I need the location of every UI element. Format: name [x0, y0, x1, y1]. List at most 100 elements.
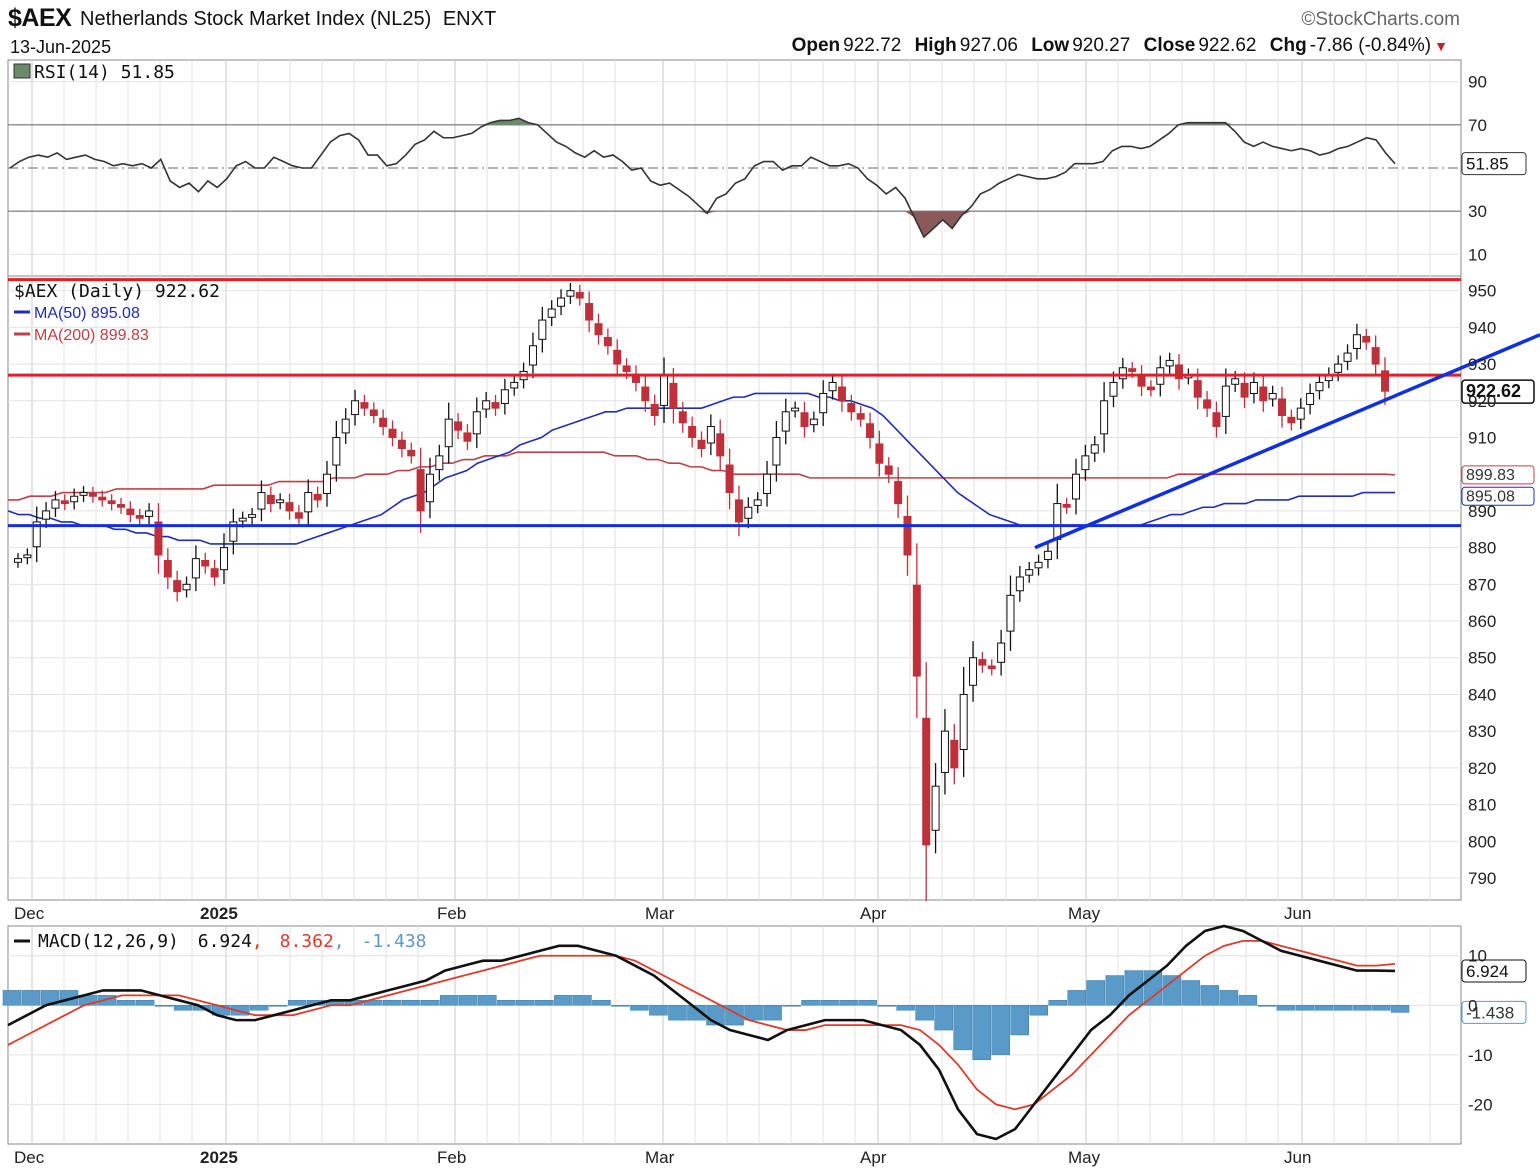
price-tick-label: 790: [1468, 869, 1496, 888]
hist-last-box: [1461, 1000, 1527, 1024]
macd-histogram-bar: [440, 995, 459, 1006]
price-tick-label: 800: [1468, 832, 1496, 851]
candle-down: [1259, 386, 1268, 402]
price-tick-label: 940: [1468, 318, 1496, 337]
price-tick-label: 920: [1468, 392, 1496, 411]
candle-up: [1025, 569, 1034, 576]
macd-last-box: [1461, 959, 1527, 983]
macd-histogram-bar: [687, 1005, 706, 1021]
candle-up: [660, 374, 669, 406]
candle-up: [510, 381, 519, 389]
candle-down: [800, 412, 809, 427]
candle-down: [313, 493, 322, 501]
close-label: Close: [1143, 35, 1196, 56]
macd-histogram-bar: [1181, 980, 1201, 1006]
candle-up: [1306, 392, 1315, 405]
candle-down: [734, 499, 743, 523]
rsi-legend-icon: [13, 63, 31, 79]
low-value: 920.27: [1072, 35, 1131, 56]
candle-up: [70, 495, 79, 503]
candle-down: [950, 739, 959, 769]
candle-up: [191, 558, 200, 579]
trendline: [1034, 333, 1540, 550]
macd-histogram-bar: [858, 1000, 877, 1006]
rsi-legend-text: RSI(14) 51.85: [34, 62, 175, 83]
candle-down: [1137, 374, 1146, 387]
candle-up: [819, 392, 828, 414]
macd-plot: 6.924 -1.438: [2, 924, 1527, 1141]
candle-down: [922, 717, 931, 846]
candle-down: [894, 481, 903, 505]
macd-line: [7, 924, 1396, 1141]
candle-up: [1072, 473, 1081, 500]
candle-up: [14, 558, 22, 563]
candle-down: [107, 500, 116, 505]
candle-up: [997, 642, 1006, 663]
x-tick-label: Dec: [14, 904, 45, 923]
candle-up: [931, 785, 940, 831]
candle-up: [500, 389, 509, 405]
candle-up: [528, 345, 537, 366]
candle-down: [1278, 398, 1287, 416]
price-tick-label: 820: [1468, 759, 1496, 778]
macd-histogram-bar: [1390, 1005, 1410, 1013]
candle-up: [1100, 400, 1109, 435]
macd-tick-label: -10: [1468, 1046, 1493, 1065]
macd-histogram-bar: [478, 995, 497, 1006]
candle-down: [294, 512, 303, 519]
macd-histogram-bar: [154, 1005, 174, 1007]
candle-up: [248, 514, 257, 518]
x-tick-label: 2025: [200, 904, 238, 923]
macd-histogram-bar: [287, 1000, 307, 1006]
macd-histogram-bar: [1219, 990, 1239, 1006]
candle-up: [706, 425, 715, 444]
brand-watermark[interactable]: ©StockCharts.com: [1301, 9, 1460, 30]
macd-histogram-bar: [839, 1000, 858, 1006]
macd-histogram-bar: [801, 1000, 820, 1006]
macd-signal-line: [7, 939, 1396, 1111]
candle-up: [1043, 550, 1052, 561]
macd-histogram-bar: [459, 995, 478, 1006]
ma200-last-box: [1461, 465, 1535, 485]
candle-down: [463, 432, 472, 442]
candle-down: [98, 496, 107, 501]
candle-down: [163, 559, 172, 578]
candle-down: [266, 494, 275, 505]
macd-tick-label: -20: [1468, 1095, 1493, 1114]
macd-histogram-bar: [554, 995, 573, 1006]
open-label: Open: [791, 35, 841, 56]
candle-down: [585, 303, 594, 321]
candle-up: [1090, 444, 1099, 454]
macd-histogram-bar: [1257, 1005, 1277, 1007]
candle-down: [1203, 399, 1212, 409]
candle-up: [444, 418, 453, 448]
candle-up: [828, 381, 837, 392]
macd-histogram-bar: [402, 1000, 421, 1006]
candle-up: [219, 547, 228, 571]
candle-up: [435, 455, 444, 471]
candle-up: [472, 411, 481, 435]
close-value: 922.62: [1198, 35, 1257, 56]
candle-down: [1362, 336, 1371, 343]
candle-down: [1175, 364, 1184, 380]
ma50-last-label: 895.08: [1466, 488, 1515, 505]
macd-histogram-bar: [1162, 975, 1182, 1006]
macd-legend-signal: 8.362: [280, 931, 334, 952]
candle-up: [23, 554, 32, 559]
macd-legend-macd: 6.924: [198, 931, 252, 952]
candle-up: [351, 400, 360, 416]
macd-histogram-bar: [421, 1000, 440, 1006]
candle-down: [369, 409, 378, 416]
ma50-line: [7, 392, 1395, 545]
rsi-legend: RSI(14) 51.85: [13, 62, 175, 83]
macd-histogram-bar: [991, 1005, 1010, 1056]
macd-histogram-bar: [877, 1005, 896, 1007]
close-last-box: [1461, 379, 1535, 404]
candle-up: [781, 411, 790, 432]
rsi-tick-label: 90: [1468, 73, 1487, 92]
candle-down: [978, 659, 987, 666]
candle-up: [1081, 455, 1090, 471]
candle-up: [1296, 407, 1305, 420]
candle-down: [1371, 347, 1380, 365]
